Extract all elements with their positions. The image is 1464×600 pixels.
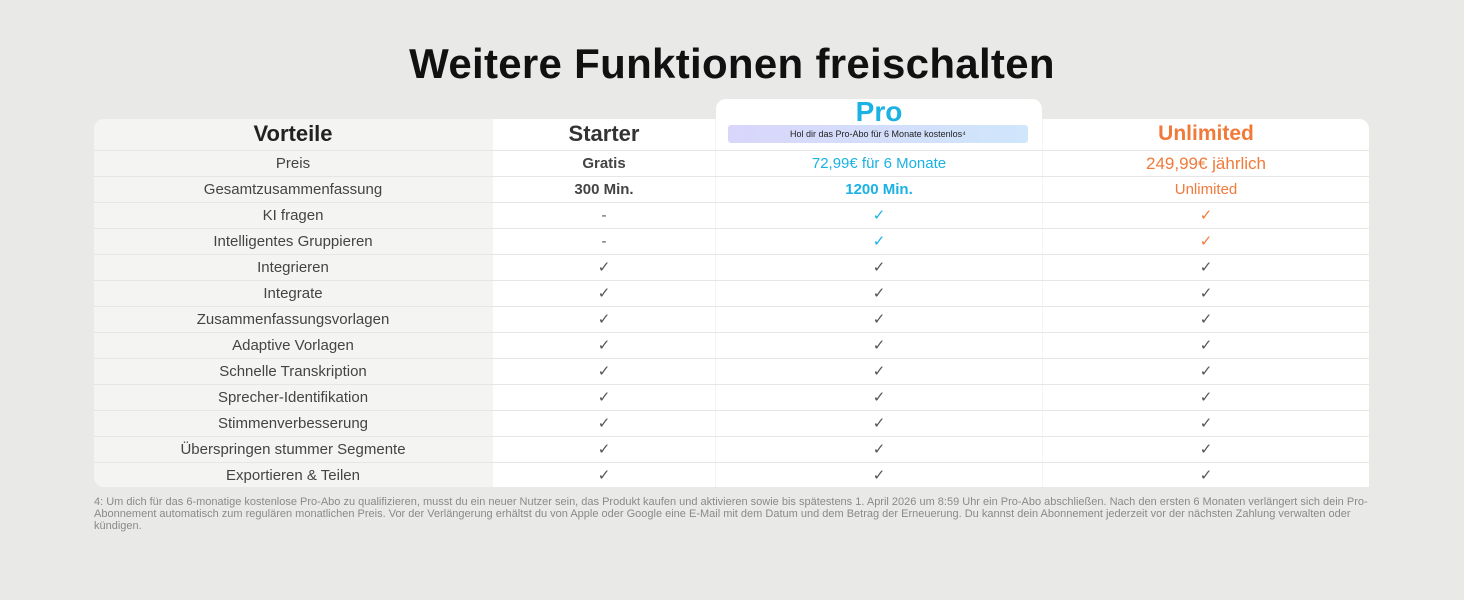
row-label: Preis	[275, 155, 311, 172]
pro-value-check-icon: ✓	[872, 389, 886, 406]
table-row: Adaptive Vorlagen ✓ ✓ ✓	[94, 332, 1369, 359]
table-row: Schnelle Transkription ✓ ✓ ✓	[94, 358, 1369, 385]
row-label: Stimmenverbesserung	[217, 415, 369, 432]
starter-value: Gratis	[582, 155, 626, 172]
starter-value-check-icon: ✓	[597, 259, 611, 276]
row-label: KI fragen	[262, 207, 324, 224]
row-label: Zusammenfassungsvorlagen	[196, 311, 390, 328]
row-label: Überspringen stummer Segmente	[180, 441, 406, 458]
unlimited-value-check-icon: ✓	[1199, 233, 1213, 250]
pro-value-check-icon: ✓	[872, 337, 886, 354]
unlimited-value-check-icon: ✓	[1199, 363, 1213, 380]
starter-value-check-icon: ✓	[597, 389, 611, 406]
pro-value: 1200 Min.	[845, 181, 913, 198]
pro-column	[716, 99, 1042, 487]
page-title: Weitere Funktionen freischalten	[409, 40, 1055, 87]
starter-value-check-icon: ✓	[597, 337, 611, 354]
pro-value-check-icon: ✓	[872, 441, 886, 458]
unlimited-column	[1043, 119, 1369, 487]
starter-value-check-icon: ✓	[597, 441, 611, 458]
starter-value-dash: -	[601, 233, 607, 250]
unlimited-value-check-icon: ✓	[1199, 259, 1213, 276]
row-label: Adaptive Vorlagen	[232, 337, 354, 354]
table-row: KI fragen - ✓ ✓	[94, 202, 1369, 229]
starter-value-check-icon: ✓	[597, 311, 611, 328]
unlimited-value-check-icon: ✓	[1199, 337, 1213, 354]
column-header-label: Vorteile	[253, 121, 333, 146]
starter-value-check-icon: ✓	[597, 415, 611, 432]
pro-value-check-icon: ✓	[872, 363, 886, 380]
pro-value-check-icon: ✓	[872, 233, 886, 250]
pro-value-check-icon: ✓	[872, 415, 886, 432]
unlimited-value: Unlimited	[1174, 181, 1238, 198]
row-label: Schnelle Transkription	[219, 363, 367, 380]
label-column	[94, 119, 492, 487]
table-row: Intelligentes Gruppieren - ✓ ✓	[94, 228, 1369, 255]
table-row: Integrate ✓ ✓ ✓	[94, 280, 1369, 307]
unlimited-value-check-icon: ✓	[1199, 311, 1213, 328]
starter-column	[493, 119, 715, 487]
row-label: Integrate	[263, 285, 323, 302]
row-label: Integrieren	[257, 259, 329, 276]
unlimited-value-check-icon: ✓	[1199, 285, 1213, 302]
unlimited-value-check-icon: ✓	[1199, 441, 1213, 458]
starter-value-check-icon: ✓	[597, 467, 611, 484]
pro-value-check-icon: ✓	[872, 259, 886, 276]
pro-promo-badge: Hol dir das Pro-Abo für 6 Monate kostenl…	[728, 125, 1028, 143]
pro-value-check-icon: ✓	[872, 207, 886, 224]
row-label: Intelligentes Gruppieren	[213, 233, 373, 250]
table-row: Zusammenfassungsvorlagen ✓ ✓ ✓	[94, 306, 1369, 333]
starter-value: 300 Min.	[574, 181, 634, 198]
row-label: Exportieren & Teilen	[226, 467, 360, 484]
pro-value-check-icon: ✓	[872, 467, 886, 484]
pro-value: 72,99€ für 6 Monate	[811, 155, 947, 172]
table-row: Überspringen stummer Segmente ✓ ✓ ✓	[94, 436, 1369, 463]
unlimited-value: 249,99€ jährlich	[1145, 154, 1267, 173]
unlimited-value-check-icon: ✓	[1199, 415, 1213, 432]
starter-value-check-icon: ✓	[597, 285, 611, 302]
table-row: Preis Gratis 72,99€ für 6 Monate 249,99€ jä…	[94, 150, 1369, 177]
table-row: Exportieren & Teilen ✓ ✓ ✓	[94, 462, 1369, 489]
table-row: Gesamtzusammenfassung 300 Min. 1200 Min. Un…	[94, 176, 1369, 203]
column-header-unlimited: Unlimited	[1158, 122, 1254, 145]
unlimited-value-check-icon: ✓	[1199, 467, 1213, 484]
unlimited-value-check-icon: ✓	[1199, 207, 1213, 224]
starter-value-dash: -	[601, 207, 607, 224]
pro-value-check-icon: ✓	[872, 311, 886, 328]
pro-value-check-icon: ✓	[872, 285, 886, 302]
footnote: 4: Um dich für das 6-monatige kostenlose…	[94, 496, 1368, 532]
comparison-table: Vorteile Starter Pro Hol dir das Pro-Abo…	[94, 96, 1369, 489]
column-header-starter: Starter	[568, 121, 640, 146]
table-row: Integrieren ✓ ✓ ✓	[94, 254, 1369, 281]
row-label: Sprecher-Identifikation	[217, 389, 369, 406]
column-header-pro: Pro	[855, 96, 903, 127]
table-row: Stimmenverbesserung ✓ ✓ ✓	[94, 410, 1369, 437]
table-row: Sprecher-Identifikation ✓ ✓ ✓	[94, 384, 1369, 411]
unlimited-value-check-icon: ✓	[1199, 389, 1213, 406]
starter-value-check-icon: ✓	[597, 363, 611, 380]
row-label: Gesamtzusammenfassung	[203, 181, 383, 198]
